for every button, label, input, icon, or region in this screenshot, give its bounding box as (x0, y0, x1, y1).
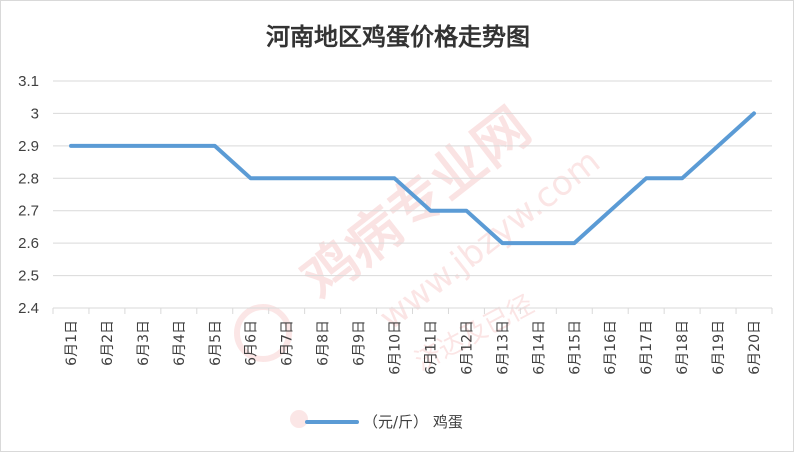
legend: （元/斤） 鸡蛋 (305, 413, 463, 431)
x-tick-label: 6月20日 (747, 320, 763, 375)
x-tick-label: 6月3日 (136, 320, 152, 366)
x-tick-label: 6月15日 (567, 320, 583, 375)
legend-label: （元/斤） 鸡蛋 (363, 413, 463, 431)
y-tick-label: 2.5 (18, 268, 39, 285)
x-tick-label: 6月19日 (711, 320, 727, 375)
chart-title: 河南地区鸡蛋价格走势图 (266, 23, 530, 51)
y-tick-label: 2.7 (18, 203, 39, 220)
y-axis-ticks: 2.4 2.5 2.6 2.7 2.8 2.9 3 3.1 (18, 73, 39, 317)
x-tick-label: 6月9日 (352, 320, 368, 366)
x-tick-label: 6月8日 (316, 320, 332, 366)
x-tick-label: 6月13日 (495, 320, 511, 375)
x-axis: 6月1日 6月2日 6月3日 6月4日 6月5日 6月6日 6月7日 6月8日 6月9日 6月10… (52, 307, 773, 375)
watermark: 鸡病专业网 www.jbzyw.com 济达及已径 (234, 95, 608, 428)
y-tick-label: 2.4 (18, 300, 39, 317)
series-layer (69, 111, 756, 246)
y-tick-label: 2.8 (18, 170, 39, 187)
x-tick-label: 6月16日 (603, 320, 619, 375)
series-line-egg (69, 111, 756, 246)
x-tick-label: 6月5日 (208, 320, 224, 366)
x-tick-label: 6月18日 (675, 320, 691, 375)
x-tick-label: 6月4日 (172, 320, 188, 366)
watermark-logo-ring (234, 304, 292, 362)
y-tick-label: 2.6 (18, 235, 39, 252)
x-tick-label: 6月14日 (531, 320, 547, 375)
x-tick-label: 6月10日 (388, 320, 404, 375)
y-tick-label: 3.1 (18, 73, 39, 90)
gridlines (53, 80, 772, 277)
x-tick-label: 6月6日 (244, 320, 260, 366)
x-tick-label: 6月17日 (639, 320, 655, 375)
y-tick-label: 3 (31, 105, 39, 122)
watermark-logo-dot (290, 410, 308, 428)
x-tick-label: 6月1日 (64, 320, 80, 366)
y-tick-label: 2.9 (18, 138, 39, 155)
x-tick-label: 6月7日 (280, 320, 296, 366)
x-tick-label: 6月2日 (100, 320, 116, 366)
x-tick-label: 6月11日 (423, 320, 439, 375)
x-tick-label: 6月12日 (459, 320, 475, 375)
